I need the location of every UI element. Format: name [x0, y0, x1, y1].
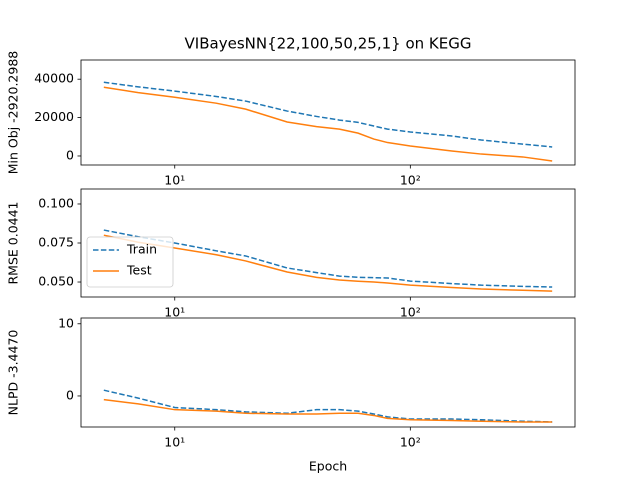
data-line	[103, 229, 553, 288]
y-tick-label: 0.050	[38, 274, 74, 289]
y-axis-label: NLPD -3.4470	[6, 330, 21, 416]
x-tick-label: 10²	[400, 305, 421, 320]
legend-box	[86, 236, 174, 288]
x-tick-label: 10²	[400, 173, 421, 188]
data-line	[103, 398, 553, 423]
x-tick-label: 10¹	[164, 173, 185, 188]
data-line	[103, 81, 553, 148]
y-tick-label: 10	[58, 315, 74, 330]
y-tick-label: 20000	[34, 109, 74, 124]
x-tick-label: 10¹	[164, 435, 185, 450]
axes-frame	[80, 317, 576, 428]
y-tick-label: 0.100	[38, 195, 74, 210]
axes-frame	[80, 59, 576, 166]
data-line	[103, 389, 553, 423]
y-axis-label: RMSE 0.0441	[6, 201, 21, 284]
x-tick-label: 10²	[400, 435, 421, 450]
legend-label: Train	[126, 242, 157, 257]
y-tick-label: 40000	[34, 71, 74, 86]
x-axis-label: Epoch	[309, 459, 347, 474]
data-line	[103, 86, 553, 162]
y-tick-label: 0	[66, 387, 74, 402]
data-line	[103, 234, 553, 292]
y-tick-label: 0	[66, 147, 74, 162]
x-tick-label: 10¹	[164, 305, 185, 320]
y-axis-label: Min Obj -2920.2988	[6, 51, 21, 175]
legend-label: Test	[126, 263, 152, 278]
chart-title: VIBayesNN{22,100,50,25,1} on KEGG	[185, 35, 472, 53]
y-tick-label: 0.075	[38, 235, 74, 250]
